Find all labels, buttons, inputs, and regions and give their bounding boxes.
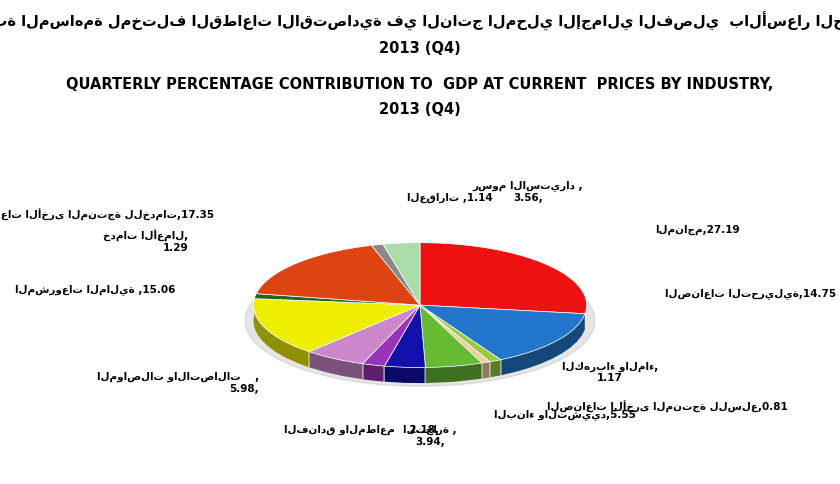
Polygon shape xyxy=(420,305,501,362)
Polygon shape xyxy=(256,245,420,305)
Text: الفنادق والمطاعم    2.18,: الفنادق والمطاعم 2.18, xyxy=(284,425,438,436)
Polygon shape xyxy=(420,305,482,367)
Polygon shape xyxy=(254,299,309,367)
Polygon shape xyxy=(490,360,501,378)
Text: المناجم,27.19: المناجم,27.19 xyxy=(655,225,740,235)
Text: الكهرباء والماء,
1.17: الكهرباء والماء, 1.17 xyxy=(562,362,659,383)
Text: الصناعات الأخرى المنتجة للسلع,0.81: الصناعات الأخرى المنتجة للسلع,0.81 xyxy=(548,401,788,413)
Text: خدمات الأعمال,
1.29: خدمات الأعمال, 1.29 xyxy=(103,230,189,253)
Ellipse shape xyxy=(245,255,595,386)
Polygon shape xyxy=(371,244,420,305)
Text: المواصلات والاتصالات    ,
5.98,: المواصلات والاتصالات , 5.98, xyxy=(97,372,260,394)
Polygon shape xyxy=(255,294,420,305)
Polygon shape xyxy=(420,305,490,363)
Polygon shape xyxy=(254,299,420,352)
Polygon shape xyxy=(383,242,420,305)
Text: QUARTERLY PERCENTAGE CONTRIBUTION TO  GDP AT CURRENT  PRICES BY INDUSTRY,: QUARTERLY PERCENTAGE CONTRIBUTION TO GDP… xyxy=(66,77,774,92)
Polygon shape xyxy=(363,305,420,366)
Text: التجارة ,
3.94,: التجارة , 3.94, xyxy=(403,425,457,447)
Polygon shape xyxy=(385,305,425,367)
Polygon shape xyxy=(425,363,482,383)
Polygon shape xyxy=(309,352,363,379)
Polygon shape xyxy=(363,363,385,382)
Polygon shape xyxy=(482,362,490,378)
Text: الصناعات الأخرى المنتجة للخدمات,17.35: الصناعات الأخرى المنتجة للخدمات,17.35 xyxy=(0,209,214,221)
Text: البناء والتشييد,5.55: البناء والتشييد,5.55 xyxy=(495,409,637,421)
Text: المشروعات المالية ,15.06: المشروعات المالية ,15.06 xyxy=(14,284,175,295)
Text: 2013 (Q4): 2013 (Q4) xyxy=(379,41,461,56)
Polygon shape xyxy=(309,305,420,363)
Polygon shape xyxy=(420,305,585,360)
Polygon shape xyxy=(420,242,586,314)
Text: رسوم الاستيراد ,
3.56,: رسوم الاستيراد , 3.56, xyxy=(472,181,583,203)
Text: الصناعات التحريلية,14.75: الصناعات التحريلية,14.75 xyxy=(665,287,836,299)
Polygon shape xyxy=(385,366,425,383)
Text: 2013 (Q4): 2013 (Q4) xyxy=(379,102,461,117)
Polygon shape xyxy=(501,314,585,375)
Text: نسبة المساهمة لمختلف القطاعات الاقتصادية في الناتج المحلي الإجمالي الفصلي  بالأس: نسبة المساهمة لمختلف القطاعات الاقتصادية… xyxy=(0,12,840,31)
Text: العقارات ,1.14: العقارات ,1.14 xyxy=(407,193,492,203)
